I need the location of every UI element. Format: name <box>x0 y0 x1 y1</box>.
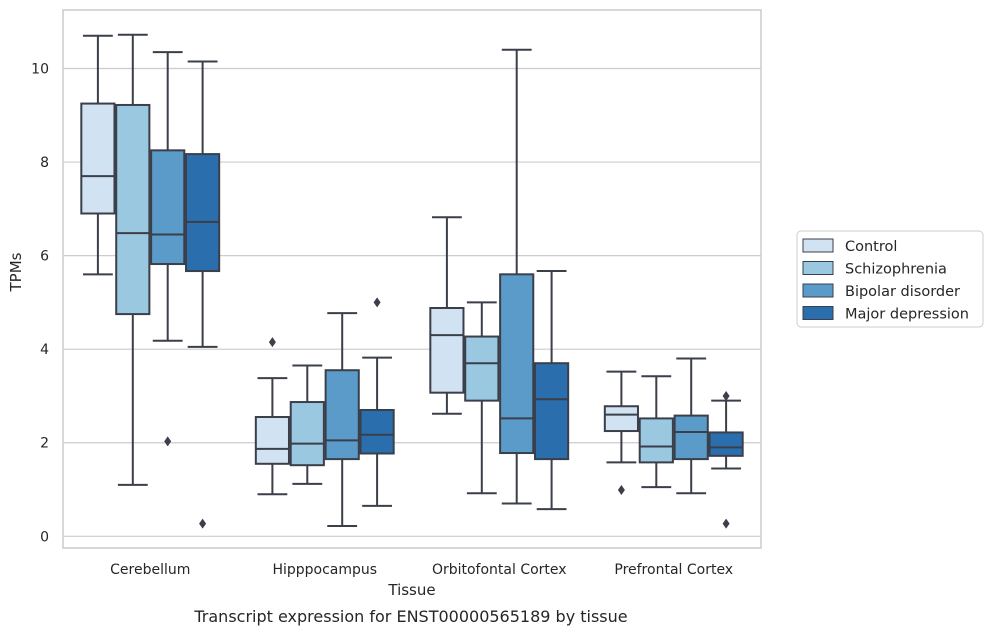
legend-label: Major depression <box>845 307 969 323</box>
box <box>324 369 360 461</box>
box <box>534 362 570 461</box>
legend-swatch <box>802 238 834 253</box>
box-group <box>708 390 744 529</box>
outlier-point <box>373 297 381 308</box>
box-group <box>464 301 500 495</box>
box <box>115 103 151 316</box>
x-axis-label: Tissue <box>387 581 435 599</box>
box-group <box>324 312 360 528</box>
outlier-point <box>722 518 730 529</box>
outlier-point <box>617 484 625 495</box>
legend-frame <box>796 230 984 328</box>
x-tick-label: Orbitofontal Cortex <box>432 562 567 578</box>
plot-frame <box>62 9 762 549</box>
box <box>638 417 674 464</box>
y-tick-label: 0 <box>40 529 49 545</box>
legend-swatch <box>802 306 834 320</box>
legend-label: Control <box>845 239 897 255</box>
box <box>464 335 500 402</box>
legend: Control Schizophrenia Bipolar disorder Majo… <box>796 230 984 328</box>
box-group <box>673 357 709 495</box>
y-axis-label: TPMs <box>7 252 25 292</box>
outlier-point <box>199 518 207 529</box>
outlier-point <box>268 337 276 348</box>
y-tick-label: 4 <box>40 342 49 358</box>
legend-label: Bipolar disorder <box>845 284 960 300</box>
box-group <box>534 270 570 511</box>
box <box>499 273 535 455</box>
box-group <box>638 375 674 489</box>
box <box>254 416 290 465</box>
box-group <box>80 34 116 276</box>
box <box>150 149 186 266</box>
box <box>708 431 744 457</box>
box <box>429 307 465 394</box>
x-tick-label: Cerebellum <box>110 562 190 578</box>
box-group <box>499 48 535 505</box>
box-group <box>359 297 395 507</box>
y-tick-label: 10 <box>31 61 49 77</box>
legend-swatch <box>802 261 834 275</box>
y-tick-label: 6 <box>40 249 49 265</box>
box-plot-boxes <box>80 33 744 529</box>
box <box>289 401 325 467</box>
box-group <box>429 216 465 415</box>
y-tick-labels: 0 2 4 6 8 10 <box>31 61 49 545</box>
box-group <box>185 60 221 529</box>
box <box>603 405 639 433</box>
y-tick-label: 8 <box>40 155 49 171</box>
box-group <box>150 51 186 447</box>
legend-swatch <box>802 283 834 298</box>
x-tick-label: Hipppocampus <box>272 562 377 578</box>
box-group <box>115 33 151 486</box>
legend-label: Schizophrenia <box>845 262 947 278</box>
x-tick-label: Prefrontal Cortex <box>614 562 733 578</box>
box-group <box>289 364 325 485</box>
box <box>359 408 395 455</box>
outlier-point <box>722 390 730 401</box>
box <box>673 414 709 461</box>
box-group <box>254 337 290 496</box>
box-group <box>603 370 639 495</box>
box <box>80 102 116 215</box>
box <box>185 153 221 273</box>
y-tick-label: 2 <box>40 436 49 452</box>
x-tick-labels: Cerebellum Hipppocampus Orbitofontal Corte… <box>110 562 733 578</box>
chart-caption: Transcript expression for ENST0000056518… <box>193 607 627 626</box>
outlier-point <box>164 436 172 447</box>
